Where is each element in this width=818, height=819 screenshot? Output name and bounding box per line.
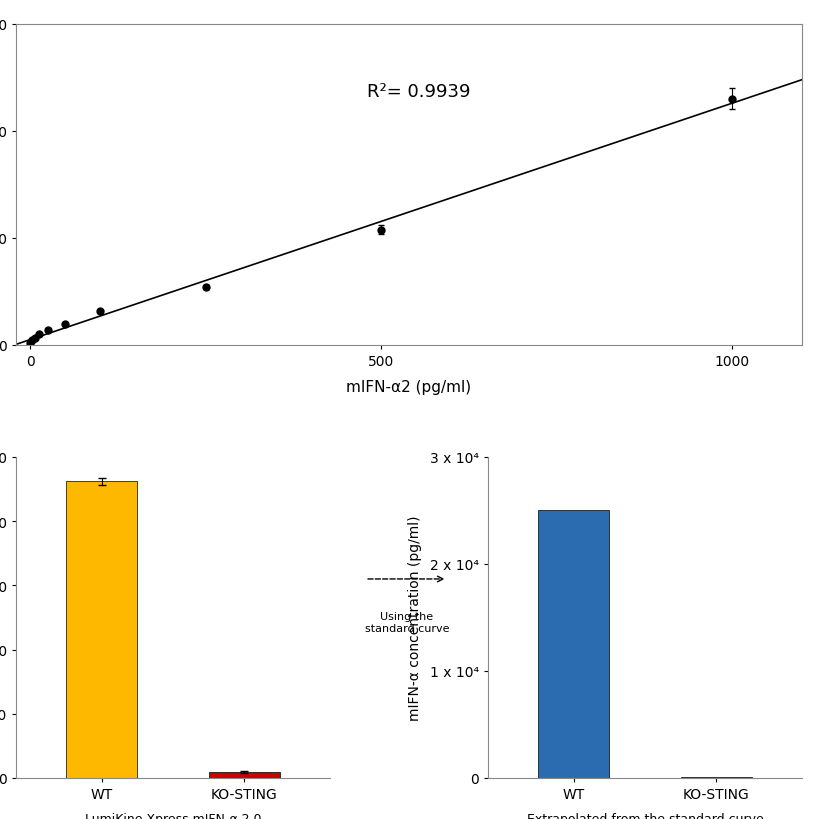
X-axis label: Extrapolated from the standard curve: Extrapolated from the standard curve <box>527 812 763 819</box>
Bar <box>66 482 137 778</box>
Y-axis label: mIFN-α concentration (pg/ml): mIFN-α concentration (pg/ml) <box>408 515 422 721</box>
Text: R²= 0.9939: R²= 0.9939 <box>367 84 470 102</box>
Text: Using the
standard curve: Using the standard curve <box>365 611 449 633</box>
Bar <box>209 771 280 778</box>
X-axis label: mIFN-α2 (pg/ml): mIFN-α2 (pg/ml) <box>347 379 471 394</box>
X-axis label: LumiKine Xpress mIFN-α 2.0: LumiKine Xpress mIFN-α 2.0 <box>85 812 261 819</box>
Bar <box>538 511 609 778</box>
